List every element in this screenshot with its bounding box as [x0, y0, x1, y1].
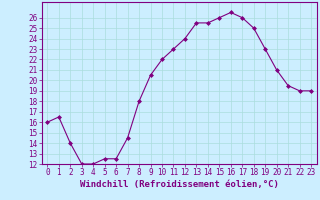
X-axis label: Windchill (Refroidissement éolien,°C): Windchill (Refroidissement éolien,°C): [80, 180, 279, 189]
